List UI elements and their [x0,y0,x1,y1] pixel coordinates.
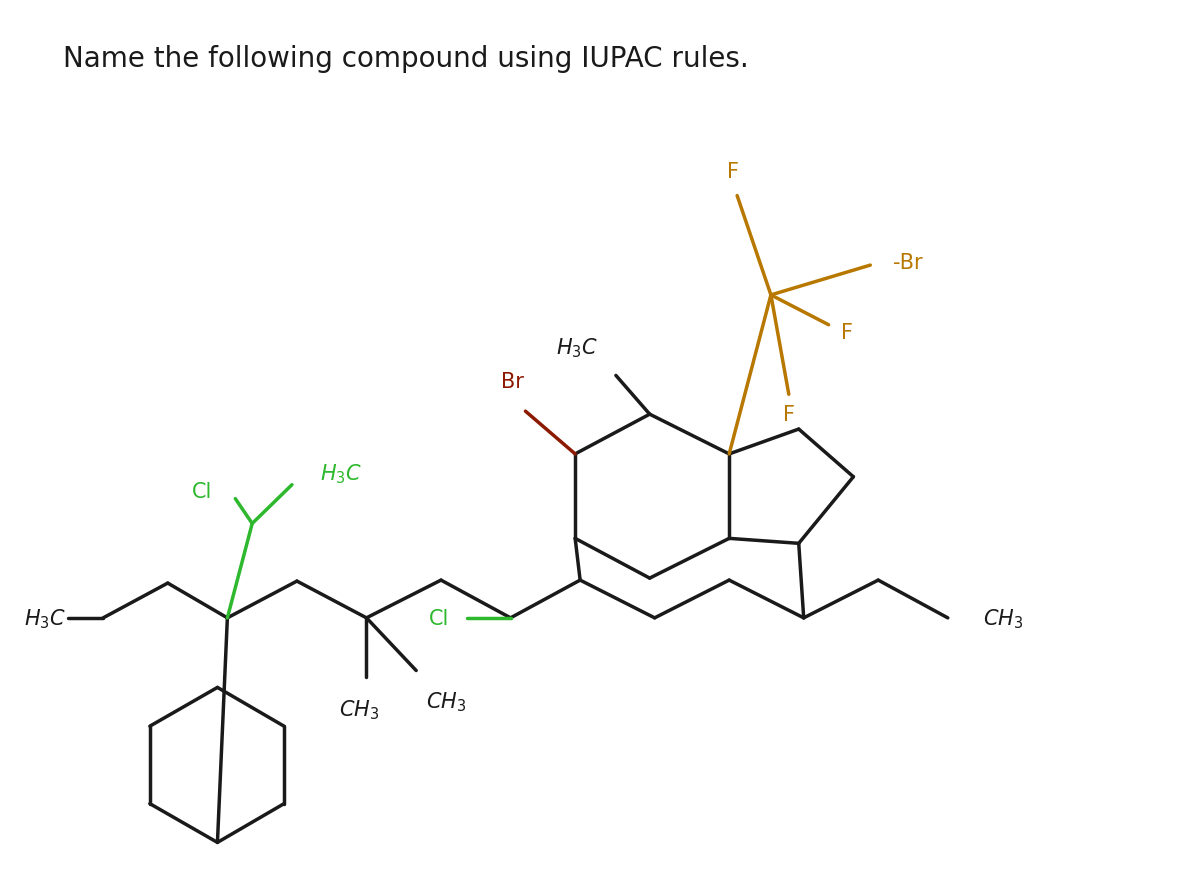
Text: $CH_3$: $CH_3$ [983,606,1022,630]
Text: F: F [841,323,853,342]
Text: F: F [727,161,739,182]
Text: F: F [782,405,794,424]
Text: -Br: -Br [893,253,923,273]
Text: Br: Br [502,372,524,392]
Text: $H_3C$: $H_3C$ [556,337,598,360]
Text: Name the following compound using IUPAC rules.: Name the following compound using IUPAC … [64,45,749,73]
Text: $CH_3$: $CH_3$ [426,689,467,713]
Text: $CH_3$: $CH_3$ [340,697,379,721]
Text: $H_3C$: $H_3C$ [24,606,66,630]
Text: Cl: Cl [192,481,212,501]
Text: $H_3C$: $H_3C$ [319,461,362,485]
Text: Cl: Cl [428,608,449,628]
